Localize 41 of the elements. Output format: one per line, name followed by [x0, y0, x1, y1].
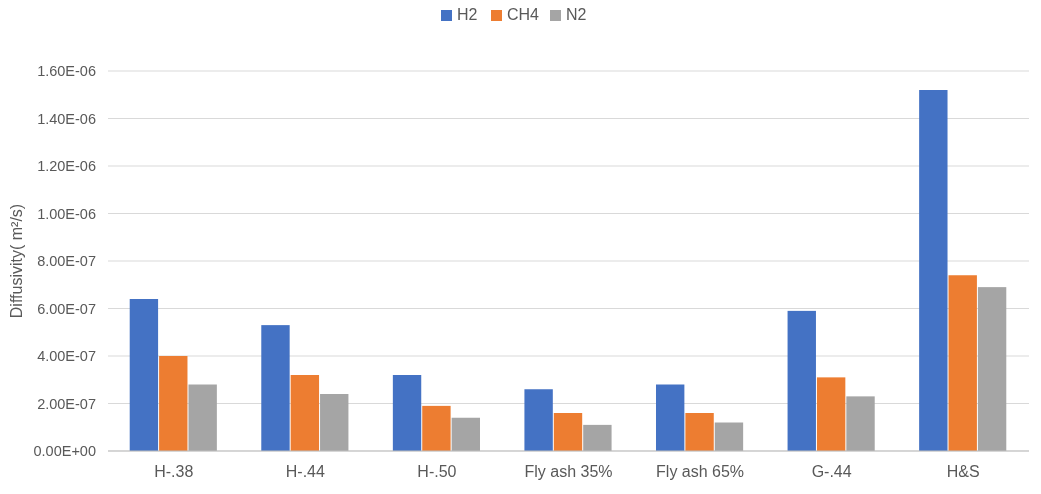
- x-tick-label: G-.44: [811, 463, 852, 480]
- bar: [948, 275, 977, 451]
- x-tick-label: Fly ash 35%: [524, 463, 613, 480]
- bar: [261, 325, 290, 451]
- y-tick-label: 1.60E-06: [37, 63, 96, 80]
- bar: [524, 389, 553, 451]
- y-axis-title: Diffusivity( m²/s): [8, 203, 25, 319]
- bar: [714, 422, 744, 451]
- x-tick-label: H-.44: [285, 463, 326, 480]
- bar: [816, 377, 846, 451]
- bar: [977, 287, 1007, 451]
- bar: [685, 413, 714, 451]
- x-tick-label: H-.38: [154, 463, 194, 480]
- y-tick-label: 2.00E-07: [37, 395, 96, 412]
- bar: [129, 299, 159, 451]
- bar: [159, 356, 188, 451]
- y-tick-label: 1.00E-06: [37, 205, 96, 222]
- y-tick-label: 0.00E+00: [33, 443, 96, 460]
- bar: [846, 396, 875, 451]
- y-tick-label: 4.00E-07: [37, 348, 96, 365]
- y-tick-label: 8.00E-07: [37, 253, 96, 270]
- x-tick-label: H&S: [946, 463, 980, 480]
- legend-label: CH4: [507, 6, 540, 23]
- y-tick-label: 6.00E-07: [37, 300, 96, 317]
- x-tick-label: H-.50: [417, 463, 457, 480]
- x-tick-label: Fly ash 65%: [656, 463, 745, 480]
- y-tick-label: 1.20E-06: [37, 158, 96, 175]
- bar: [553, 413, 583, 451]
- bar: [787, 310, 816, 451]
- bar: [451, 417, 481, 451]
- bar: [188, 384, 217, 451]
- y-tick-label: 1.40E-06: [37, 110, 96, 127]
- bar: [656, 384, 685, 451]
- bar: [320, 394, 349, 451]
- legend-label: H2: [457, 6, 478, 23]
- legend-label: N2: [566, 6, 587, 23]
- bar: [422, 405, 451, 451]
- bar: [583, 424, 612, 451]
- bar: [392, 375, 422, 451]
- bar: [290, 375, 320, 451]
- bar: [919, 90, 948, 451]
